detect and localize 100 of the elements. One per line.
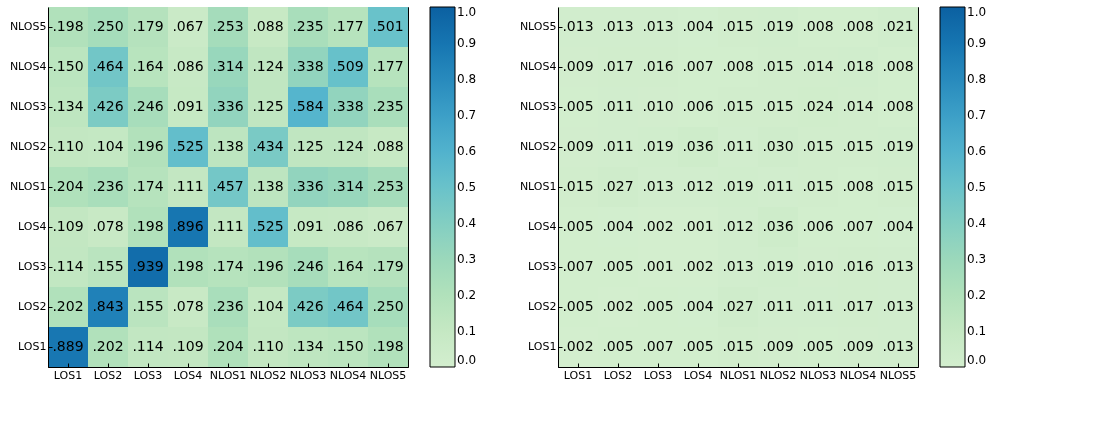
data-label: .125 (292, 138, 324, 154)
data-label: .250 (92, 18, 124, 34)
y-tick-label: NLOS1 (519, 180, 557, 193)
color-bar-label: 0.9 (457, 36, 477, 50)
x-tick-label: NLOS3 (799, 368, 837, 382)
data-label: .889 (52, 338, 84, 354)
x-tick-label: NLOS4 (839, 368, 877, 382)
data-label: .013 (642, 178, 674, 194)
data-label: .010 (642, 98, 674, 114)
y-tick-label: LOS1 (528, 340, 557, 353)
color-bar-label: 1.0 (967, 5, 987, 19)
color-bar-label: 0.1 (967, 324, 987, 338)
data-label: .005 (562, 98, 594, 114)
data-label: .008 (802, 18, 834, 34)
data-label: .015 (762, 58, 794, 74)
y-tick-label: NLOS5 (9, 20, 47, 33)
data-label: .004 (602, 218, 634, 234)
data-label: .015 (562, 178, 594, 194)
data-label: .111 (172, 178, 204, 194)
x-tick-label: NLOS2 (759, 368, 797, 382)
data-label: .002 (562, 338, 594, 354)
data-label: .202 (92, 338, 124, 354)
y-tick-label: LOS3 (528, 260, 557, 273)
data-label: .179 (132, 18, 164, 34)
x-tick-label: LOS3 (133, 368, 163, 382)
data-label: .012 (682, 178, 714, 194)
x-tick-label: NLOS2 (249, 368, 287, 382)
data-label: .004 (682, 298, 714, 314)
data-label: .114 (132, 338, 164, 354)
data-label: .086 (332, 218, 364, 234)
data-label: .338 (332, 98, 364, 114)
data-label: .250 (372, 298, 404, 314)
data-label: .019 (762, 258, 794, 274)
data-label: .088 (372, 138, 404, 154)
y-tick-label: NLOS4 (9, 60, 47, 73)
data-label: .426 (292, 298, 324, 314)
data-label: .196 (132, 138, 164, 154)
data-label: .236 (92, 178, 124, 194)
data-label: .008 (882, 98, 914, 114)
data-label: .067 (172, 18, 204, 34)
data-label: .198 (132, 218, 164, 234)
x-tick-label: LOS4 (683, 368, 713, 382)
data-label: .525 (252, 218, 284, 234)
data-label: .843 (92, 298, 124, 314)
data-label: .017 (842, 298, 874, 314)
y-tick-label: LOS2 (528, 300, 557, 313)
data-label: .015 (762, 98, 794, 114)
data-label: .150 (52, 58, 84, 74)
data-label: .013 (882, 338, 914, 354)
x-tick-label: NLOS1 (209, 368, 247, 382)
data-label: .011 (722, 138, 754, 154)
y-tick-label: NLOS5 (519, 20, 557, 33)
data-label: .007 (642, 338, 674, 354)
data-label: .235 (292, 18, 324, 34)
data-label: .110 (52, 138, 84, 154)
data-label: .253 (212, 18, 244, 34)
color-bar-label: 1.0 (457, 5, 477, 19)
data-label: .336 (212, 98, 244, 114)
color-bar-label: 0.1 (457, 324, 477, 338)
data-label: .005 (682, 338, 714, 354)
data-label: .008 (882, 58, 914, 74)
data-label: .006 (802, 218, 834, 234)
color-bar-label: 0.7 (967, 108, 987, 122)
color-bar-label: 0.6 (967, 144, 987, 158)
data-label: .109 (52, 218, 84, 234)
data-label: .005 (602, 258, 634, 274)
data-label: .015 (722, 98, 754, 114)
data-label: .011 (602, 138, 634, 154)
data-label: .010 (802, 258, 834, 274)
data-label: .939 (132, 258, 164, 274)
y-tick-label: LOS4 (528, 220, 557, 233)
y-tick-label: NLOS3 (9, 100, 47, 113)
data-label: .464 (92, 58, 124, 74)
data-label: .198 (52, 18, 84, 34)
data-label: .138 (212, 138, 244, 154)
data-label: .008 (842, 178, 874, 194)
data-label: .017 (602, 58, 634, 74)
data-label: .078 (92, 218, 124, 234)
data-label: .011 (602, 98, 634, 114)
x-tick-label: NLOS1 (719, 368, 757, 382)
y-tick-label: LOS3 (18, 260, 47, 273)
data-label: .314 (212, 58, 244, 74)
y-tick-label: NLOS3 (519, 100, 557, 113)
data-label: .006 (682, 98, 714, 114)
data-label: .434 (252, 138, 284, 154)
data-label: .114 (52, 258, 84, 274)
color-bar-label: 0.5 (967, 180, 987, 194)
color-bar-label: 0.6 (457, 144, 477, 158)
data-label: .036 (682, 138, 714, 154)
y-tick-label: LOS1 (18, 340, 47, 353)
x-tick-label: LOS2 (93, 368, 123, 382)
color-bar-label: 0.4 (457, 216, 477, 230)
color-bar-label: 0.7 (457, 108, 477, 122)
data-label: .204 (212, 338, 244, 354)
color-bar-label: 0.9 (967, 36, 987, 50)
x-tick-label: NLOS4 (329, 368, 367, 382)
data-label: .177 (372, 58, 404, 74)
data-label: .011 (762, 298, 794, 314)
data-label: .002 (682, 258, 714, 274)
data-label: .008 (722, 58, 754, 74)
